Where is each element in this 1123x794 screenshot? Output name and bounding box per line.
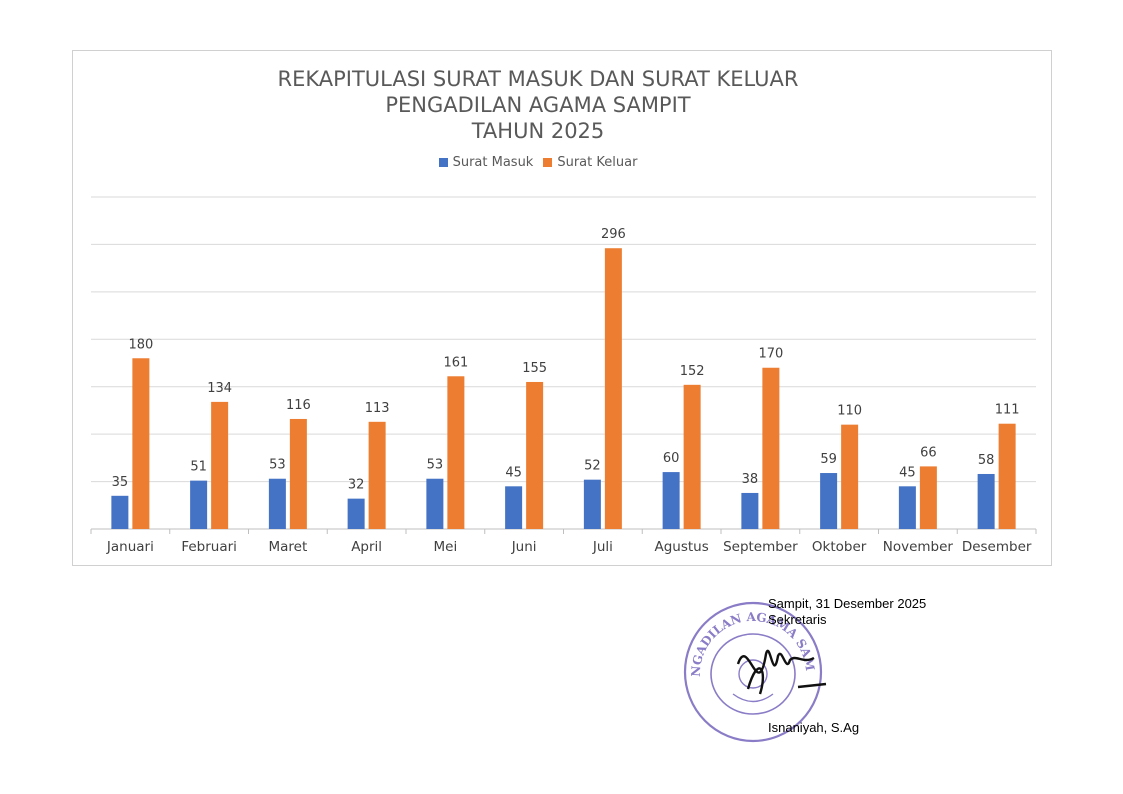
x-tick-label: Desember <box>962 539 1032 555</box>
seal-emblem-base <box>732 693 774 703</box>
x-tick-label: Maret <box>268 539 307 555</box>
data-label: 35 <box>112 475 129 490</box>
bar-surat-masuk <box>505 486 523 529</box>
chart-title-line-2: PENGADILAN AGAMA SAMPIT <box>385 93 691 117</box>
data-label: 52 <box>584 459 601 474</box>
seal-inner-ring <box>710 633 796 715</box>
legend-item-surat-masuk: Surat Masuk <box>438 155 534 170</box>
x-tick-label: Mei <box>434 539 458 555</box>
bar-surat-masuk <box>347 498 365 529</box>
data-label: 60 <box>663 451 680 466</box>
bar-surat-masuk <box>190 480 208 529</box>
data-label: 66 <box>920 445 937 460</box>
data-label: 32 <box>348 478 365 493</box>
data-label: 45 <box>505 465 522 480</box>
court-seal-stamp: PENGADILAN AGAMA SAMPIT <box>678 594 827 743</box>
x-tick-label: September <box>723 539 798 555</box>
x-tick-label: Agustus <box>654 539 708 555</box>
bar-chart: 35 180 Januari 51 134 Februari 53 116 Maret 32 113… <box>90 196 1037 555</box>
data-label: 116 <box>286 398 311 413</box>
x-tick-label: Juni <box>511 539 537 555</box>
signature-name: Isnaniyah, S.Ag <box>768 720 860 735</box>
data-label: 59 <box>820 452 837 467</box>
x-tick-label: Januari <box>106 539 154 555</box>
data-label: 110 <box>837 404 862 419</box>
legend-item-surat-keluar: Surat Keluar <box>543 155 637 170</box>
bar-surat-keluar <box>998 423 1016 529</box>
data-label: 111 <box>995 403 1020 418</box>
chart-title-line-3: TAHUN 2025 <box>471 119 605 143</box>
legend-label-surat-masuk: Surat Masuk <box>452 155 534 170</box>
bar-surat-keluar <box>919 466 937 529</box>
bar-surat-masuk <box>820 473 838 529</box>
bar-surat-keluar <box>368 421 386 529</box>
legend-swatch-surat-keluar <box>543 158 553 167</box>
data-label: 152 <box>680 364 705 379</box>
chart-legend: Surat Masuk Surat Keluar <box>73 155 1003 170</box>
bar-surat-keluar <box>211 401 229 529</box>
data-label: 45 <box>899 465 916 480</box>
bar-surat-masuk <box>426 478 444 529</box>
data-label: 170 <box>758 347 783 362</box>
data-label: 155 <box>522 361 547 376</box>
data-label: 134 <box>207 381 232 396</box>
chart-frame: REKAPITULASI SURAT MASUK DAN SURAT KELUA… <box>72 50 1052 566</box>
bar-surat-masuk <box>977 473 995 529</box>
x-tick-label: November <box>883 539 954 555</box>
data-label: 58 <box>978 453 995 468</box>
bar-surat-masuk <box>662 472 680 529</box>
bar-surat-keluar <box>841 424 859 529</box>
bar-surat-keluar <box>762 367 780 529</box>
bar-surat-masuk <box>741 492 759 529</box>
data-label: 38 <box>742 472 759 487</box>
bar-surat-masuk <box>111 495 129 529</box>
x-tick-label: Juli <box>592 539 613 555</box>
seal-outer-ring <box>683 601 823 743</box>
data-label: 296 <box>601 227 626 242</box>
data-label: 51 <box>190 460 207 475</box>
signature-place-date: Sampit, 31 Desember 2025 <box>768 596 927 611</box>
signature-position: Sekretaris <box>768 612 827 627</box>
bar-surat-masuk <box>898 486 916 529</box>
data-label: 180 <box>128 337 153 352</box>
data-label: 53 <box>269 458 286 473</box>
data-label: 53 <box>427 458 444 473</box>
chart-title-line-1: REKAPITULASI SURAT MASUK DAN SURAT KELUA… <box>277 67 799 91</box>
x-tick-label: Oktober <box>812 539 867 555</box>
x-tick-label: April <box>351 539 382 555</box>
bar-surat-keluar <box>132 358 150 529</box>
bar-surat-keluar <box>683 384 701 529</box>
seal-emblem <box>738 659 768 689</box>
bar-surat-masuk <box>583 479 601 529</box>
bar-surat-keluar <box>447 376 465 529</box>
handwritten-signature <box>736 649 827 695</box>
bar-surat-keluar <box>604 248 622 530</box>
legend-swatch-surat-masuk <box>438 158 448 167</box>
bar-surat-keluar <box>289 418 307 529</box>
data-label: 113 <box>365 401 390 416</box>
legend-label-surat-keluar: Surat Keluar <box>557 155 638 170</box>
bar-surat-keluar <box>526 381 544 529</box>
data-label: 161 <box>443 355 468 370</box>
x-tick-label: Februari <box>181 539 237 555</box>
bar-surat-masuk <box>268 478 286 529</box>
